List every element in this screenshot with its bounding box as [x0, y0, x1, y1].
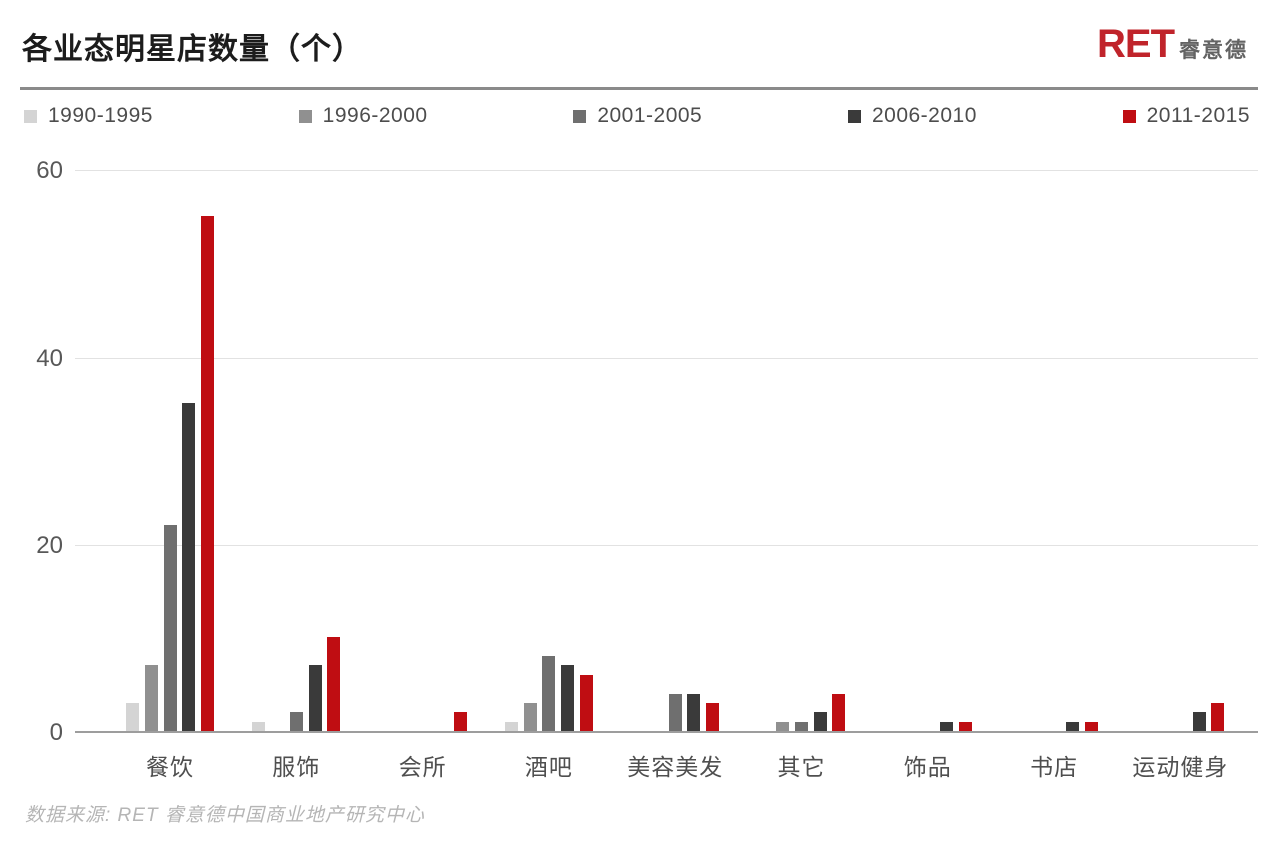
y-axis-tick-label: 0 — [49, 719, 63, 746]
x-axis-line — [75, 731, 1258, 733]
x-axis-category-label: 酒吧 — [524, 754, 573, 780]
bar-2001-2005 — [163, 525, 177, 731]
legend-item: 1996-2000 — [298, 104, 428, 128]
bar-2006-2010 — [813, 712, 827, 731]
bar-2001-2005 — [668, 693, 682, 731]
bar-2011-2015 — [327, 637, 341, 731]
legend-item: 1990-1995 — [24, 104, 153, 128]
source-note: 数据来源: RET 睿意德中国商业地产研究中心 — [25, 805, 425, 826]
legend-item: 2011-2015 — [1122, 104, 1250, 128]
bar-1996-2000 — [776, 721, 790, 731]
bar-1996-2000 — [144, 665, 158, 731]
bar-2011-2015 — [706, 702, 720, 731]
legend-swatch-icon — [298, 109, 312, 123]
ret-logo-text: RET — [1097, 22, 1175, 66]
x-axis-category-label: 其它 — [777, 754, 826, 780]
bar-2006-2010 — [1066, 721, 1080, 731]
legend-label: 2006-2010 — [871, 104, 977, 127]
bar-2006-2010 — [308, 665, 322, 731]
legend-item: 2001-2005 — [573, 104, 702, 128]
header-divider — [20, 87, 1258, 90]
legend-swatch-icon — [1122, 109, 1136, 123]
bar-2006-2010 — [940, 721, 953, 731]
x-axis-category-label: 美容美发 — [627, 754, 724, 780]
x-axis-category-label: 餐饮 — [146, 754, 194, 780]
x-axis-category-label: 饰品 — [903, 754, 952, 780]
x-axis-category-label: 书店 — [1030, 754, 1079, 780]
bar-1996-2000 — [523, 702, 537, 731]
bar-2011-2015 — [453, 712, 467, 731]
bar-1990-1995 — [505, 721, 518, 731]
bar-2001-2005 — [795, 721, 808, 731]
bar-2011-2015 — [579, 674, 593, 731]
bar-2011-2015 — [200, 216, 214, 731]
ret-logo: RET 睿意德 — [1097, 24, 1248, 64]
page-title: 各业态明星店数量（个） — [22, 33, 363, 66]
bar-2006-2010 — [687, 693, 701, 731]
legend-label: 1990-1995 — [48, 104, 153, 127]
legend-label: 2011-2015 — [1146, 104, 1250, 127]
bar-1990-1995 — [126, 702, 140, 731]
chart-legend: 1990-1995 1996-2000 2001-2005 2006-2010 2011… — [24, 104, 1250, 128]
legend-swatch-icon — [24, 109, 37, 123]
y-axis-tick-label: 40 — [36, 344, 63, 372]
bar-2006-2010 — [561, 665, 575, 731]
y-axis-tick-label: 20 — [36, 531, 63, 559]
legend-label: 1996-2000 — [322, 104, 428, 127]
bar-2006-2010 — [182, 403, 196, 731]
bar-2011-2015 — [1085, 721, 1098, 731]
bar-2006-2010 — [1192, 712, 1206, 731]
bar-2011-2015 — [832, 693, 846, 731]
x-axis-category-label: 会所 — [398, 754, 447, 780]
gridline — [75, 170, 1258, 172]
bar-1990-1995 — [252, 721, 266, 731]
legend-item: 2006-2010 — [847, 104, 977, 128]
bar-2001-2005 — [542, 656, 556, 731]
x-axis-category-label: 服饰 — [272, 754, 321, 780]
legend-label: 2001-2005 — [597, 104, 703, 127]
gridline — [75, 357, 1258, 359]
bar-chart-plot: 0 20 40 60 餐饮 服饰 会所 酒吧 美容美发 其它 饰品 书店 运动健身 — [36, 148, 1258, 780]
y-axis-tick-label: 60 — [36, 157, 63, 185]
gridline — [75, 544, 1258, 546]
bar-2011-2015 — [958, 721, 972, 731]
bar-2001-2005 — [289, 712, 303, 731]
bar-2011-2015 — [1211, 702, 1225, 731]
x-axis-category-label: 运动健身 — [1132, 754, 1229, 780]
legend-swatch-icon — [573, 109, 587, 123]
ret-logo-suffix: 睿意德 — [1179, 39, 1248, 62]
legend-swatch-icon — [847, 109, 861, 123]
